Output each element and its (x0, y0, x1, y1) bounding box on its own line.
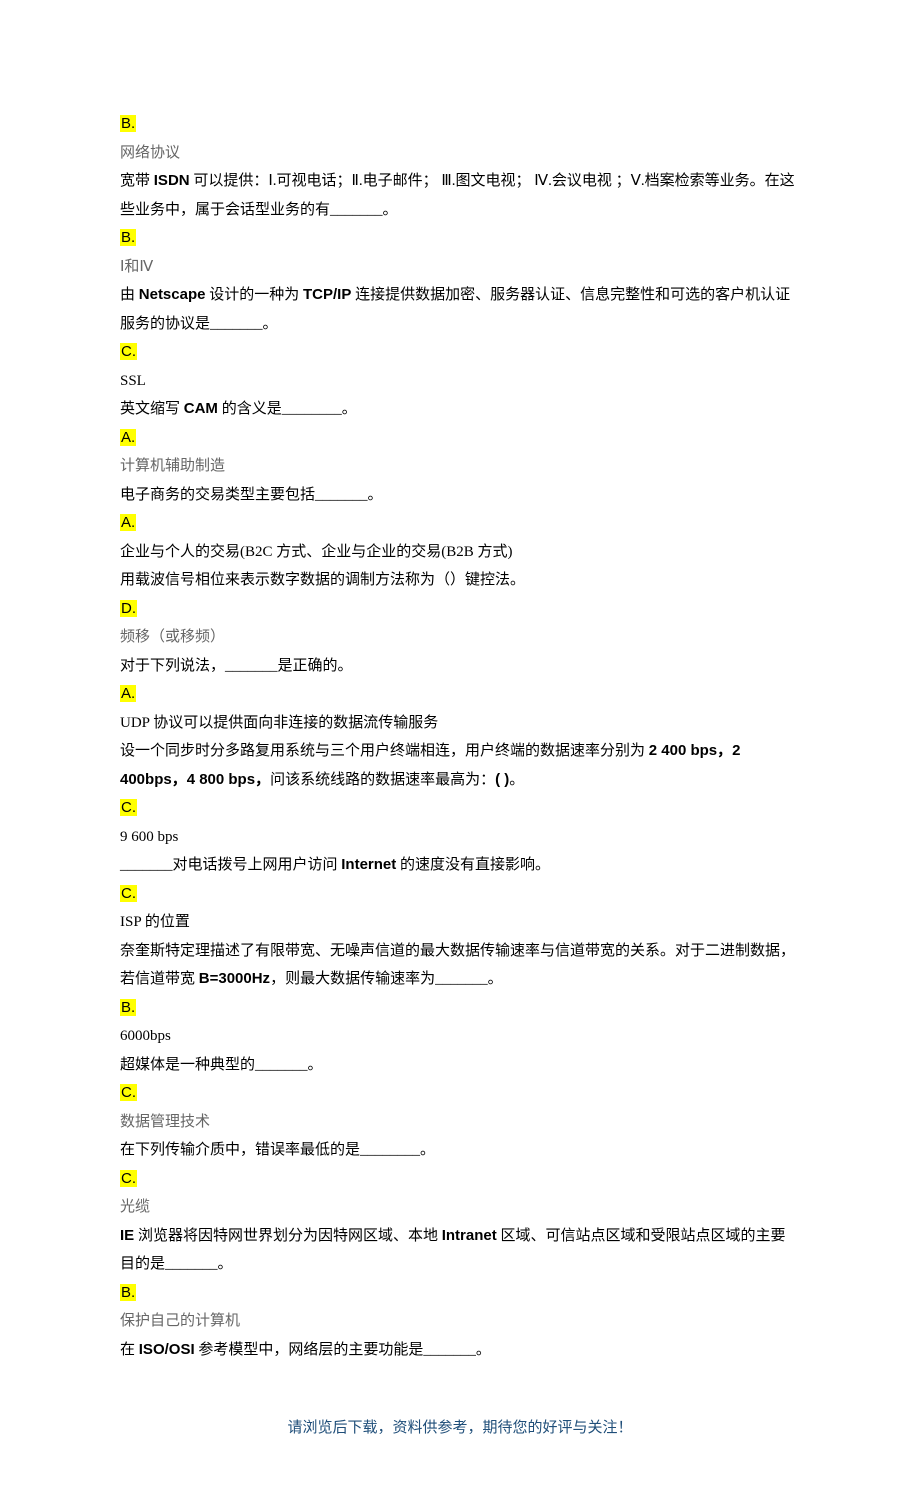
question-text: 超媒体是一种典型的_______。 (120, 1051, 800, 1080)
answer-text: 数据管理技术 (120, 1108, 800, 1137)
page-footer: 请浏览后下载，资料供参考，期待您的好评与关注！ (120, 1414, 800, 1443)
qa-item-1: 宽带 ISDN 可以提供：Ⅰ.可视电话；Ⅱ.电子邮件； Ⅲ.图文电视； Ⅳ.会议… (120, 167, 800, 281)
qa-item-4: 电子商务的交易类型主要包括_______。 A. 企业与个人的交易(B2C 方式… (120, 481, 800, 567)
answer-text: 9 600 bps (120, 823, 800, 852)
question-text: 设一个同步时分多路复用系统与三个用户终端相连，用户终端的数据速率分别为 2 40… (120, 737, 800, 794)
question-text: 奈奎斯特定理描述了有限带宽、无噪声信道的最大数据传输速率与信道带宽的关系。对于二… (120, 937, 800, 994)
qa-item-3: 英文缩写 CAM 的含义是________。 A. 计算机辅助制造 (120, 395, 800, 481)
question-text: 英文缩写 CAM 的含义是________。 (120, 395, 800, 424)
answer-letter: A. (120, 685, 136, 702)
qa-item-10: 超媒体是一种典型的_______。 C. 数据管理技术 (120, 1051, 800, 1137)
answer-letter: B. (120, 229, 136, 246)
answer-letter: B. (120, 999, 136, 1016)
answer-letter: C. (120, 885, 137, 902)
answer-text: 频移（或移频） (120, 623, 800, 652)
answer-text: Ⅰ和Ⅳ (120, 253, 800, 282)
answer-letter: A. (120, 429, 136, 446)
question-text: 在 ISO/OSI 参考模型中，网络层的主要功能是_______。 (120, 1336, 800, 1365)
answer-text: 6000bps (120, 1022, 800, 1051)
qa-item-2: 由 Netscape 设计的一种为 TCP/IP 连接提供数据加密、服务器认证、… (120, 281, 800, 395)
qa-item-11: 在下列传输介质中，错误率最低的是________。 C. 光缆 (120, 1136, 800, 1222)
question-text: 对于下列说法，_______是正确的。 (120, 652, 800, 681)
answer-letter: C. (120, 343, 137, 360)
answer-text: UDP 协议可以提供面向非连接的数据流传输服务 (120, 709, 800, 738)
answer-text: 保护自己的计算机 (120, 1307, 800, 1336)
answer-text: 光缆 (120, 1193, 800, 1222)
answer-letter: C. (120, 799, 137, 816)
qa-item-6: 对于下列说法，_______是正确的。 A. UDP 协议可以提供面向非连接的数… (120, 652, 800, 738)
answer-text: SSL (120, 367, 800, 396)
question-text: 由 Netscape 设计的一种为 TCP/IP 连接提供数据加密、服务器认证、… (120, 281, 800, 338)
question-text: _______对电话拨号上网用户访问 Internet 的速度没有直接影响。 (120, 851, 800, 880)
answer-letter: A. (120, 514, 136, 531)
document-page: B. 网络协议 宽带 ISDN 可以提供：Ⅰ.可视电话；Ⅱ.电子邮件； Ⅲ.图文… (0, 0, 920, 1503)
answer-text: 计算机辅助制造 (120, 452, 800, 481)
answer-letter: D. (120, 600, 137, 617)
answer-letter: C. (120, 1084, 137, 1101)
answer-text: 网络协议 (120, 139, 800, 168)
question-text: IE 浏览器将因特网世界划分为因特网区域、本地 Intranet 区域、可信站点… (120, 1222, 800, 1279)
qa-item-12: IE 浏览器将因特网世界划分为因特网区域、本地 Intranet 区域、可信站点… (120, 1222, 800, 1336)
qa-item-5: 用载波信号相位来表示数字数据的调制方法称为（）键控法。 D. 频移（或移频） (120, 566, 800, 652)
qa-item-7: 设一个同步时分多路复用系统与三个用户终端相连，用户终端的数据速率分别为 2 40… (120, 737, 800, 851)
question-text: 宽带 ISDN 可以提供：Ⅰ.可视电话；Ⅱ.电子邮件； Ⅲ.图文电视； Ⅳ.会议… (120, 167, 800, 224)
question-text: 在下列传输介质中，错误率最低的是________。 (120, 1136, 800, 1165)
answer-text: ISP 的位置 (120, 908, 800, 937)
qa-item-9: 奈奎斯特定理描述了有限带宽、无噪声信道的最大数据传输速率与信道带宽的关系。对于二… (120, 937, 800, 1051)
question-text: 用载波信号相位来表示数字数据的调制方法称为（）键控法。 (120, 566, 800, 595)
answer-letter: B. (120, 115, 136, 132)
qa-item-0: B. 网络协议 (120, 110, 800, 167)
answer-letter: C. (120, 1170, 137, 1187)
qa-item-13: 在 ISO/OSI 参考模型中，网络层的主要功能是_______。 (120, 1336, 800, 1365)
qa-item-8: _______对电话拨号上网用户访问 Internet 的速度没有直接影响。 C… (120, 851, 800, 937)
question-text: 电子商务的交易类型主要包括_______。 (120, 481, 800, 510)
answer-text: 企业与个人的交易(B2C 方式、企业与企业的交易(B2B 方式) (120, 538, 800, 567)
answer-letter: B. (120, 1284, 136, 1301)
